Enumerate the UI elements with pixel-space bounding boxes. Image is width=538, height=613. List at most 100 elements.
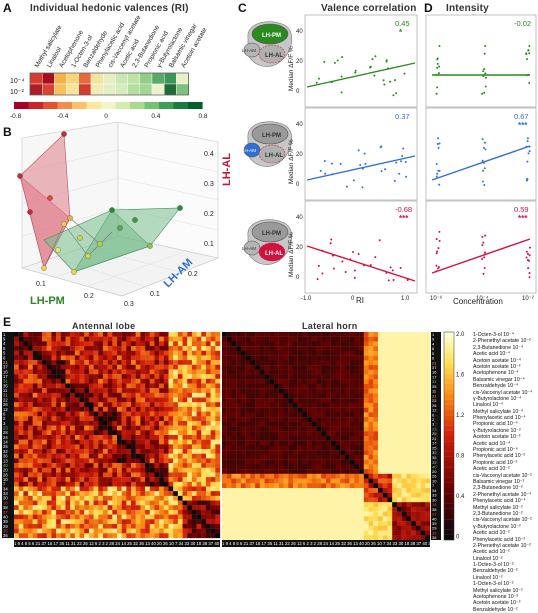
heat-cell	[126, 449, 132, 454]
heat-cell	[187, 350, 193, 356]
heat-cell	[255, 398, 260, 404]
heat-cell	[32, 453, 38, 459]
heat-cell	[102, 369, 108, 375]
heat-cell	[112, 364, 118, 370]
heat-cell	[14, 463, 19, 468]
heat-cell	[42, 509, 47, 515]
heat-cell	[70, 378, 76, 384]
heat-cell	[292, 459, 298, 465]
heat-cell	[154, 364, 160, 370]
heat-cell	[182, 533, 188, 539]
heat-cell	[149, 383, 155, 389]
heat-cell	[283, 497, 289, 503]
heat-cell	[288, 483, 294, 489]
heat-cell	[159, 420, 164, 426]
heat-cell	[354, 384, 360, 389]
heat-cell	[401, 393, 407, 399]
heat-cell	[112, 486, 118, 492]
odor-list-item: cis-Vaccenyl acetate 10⁻²	[473, 472, 532, 479]
heat-cell	[415, 511, 421, 517]
heat-cell	[65, 505, 71, 511]
heat-cell	[201, 332, 207, 337]
heat-cell	[23, 477, 29, 482]
heat-cell	[401, 388, 407, 394]
heat-cell	[307, 417, 312, 422]
heat-cell	[163, 430, 169, 436]
heat-cell	[236, 350, 242, 356]
heat-cell	[51, 364, 57, 370]
heat-cell	[159, 406, 164, 412]
heat-cell	[259, 483, 265, 489]
heat-cell	[42, 425, 47, 431]
heat-cell	[145, 495, 150, 501]
heat-cell	[93, 458, 99, 464]
heat-cell	[168, 500, 174, 506]
heat-cell	[205, 369, 211, 375]
heat-cell	[420, 398, 426, 404]
heat-cell	[46, 369, 52, 375]
heat-cell	[191, 378, 197, 384]
heat-cell	[297, 511, 303, 517]
heat-cell	[201, 505, 207, 511]
heat-cell	[28, 336, 33, 342]
row-index: 32	[3, 449, 8, 454]
heat-cell	[359, 473, 364, 479]
heat-cell	[311, 459, 317, 465]
heat-cell	[363, 407, 369, 413]
heat-cell	[330, 506, 336, 512]
heat-cell	[84, 491, 90, 497]
heat-cell	[51, 463, 57, 468]
heat-cell	[163, 355, 169, 361]
heat-cell	[307, 488, 312, 493]
heat-cell	[112, 523, 118, 529]
heat-cell	[196, 420, 202, 426]
heat-cell	[354, 488, 360, 493]
heat-cell	[330, 426, 336, 432]
heat-cell	[32, 491, 38, 497]
heat-cell	[396, 436, 402, 441]
heat-cell	[231, 332, 237, 337]
heat-cell	[201, 491, 207, 497]
heat-cell	[102, 430, 108, 436]
heat-cell	[159, 495, 164, 501]
heat-cell	[173, 430, 179, 436]
heat-cell	[42, 332, 47, 337]
heat-cell	[340, 530, 346, 536]
heat-cell	[250, 417, 256, 422]
heat-cell	[274, 525, 279, 531]
colorbar-e-segment	[444, 508, 454, 515]
scatter-point	[403, 72, 406, 75]
heat-cell	[387, 521, 393, 526]
heat-cell	[373, 483, 379, 489]
heat-cell	[84, 402, 90, 408]
heat-cell	[222, 402, 227, 408]
heat-cell	[149, 505, 155, 511]
x-tick: 10⁻⁴	[476, 295, 489, 302]
heat-cell	[74, 435, 80, 440]
heat-cell	[154, 467, 160, 473]
heat-cell	[335, 511, 341, 517]
heat-cell	[297, 336, 303, 342]
row-label-1: 10⁻⁴	[10, 78, 25, 85]
heat-cell	[131, 444, 136, 450]
heat-cell	[330, 417, 336, 422]
heat-cell	[131, 369, 136, 375]
heat-cell	[159, 463, 164, 468]
scatter-point	[405, 175, 408, 178]
scatter-point	[483, 52, 486, 55]
heat-cell	[264, 516, 270, 522]
heat-cell	[373, 506, 379, 512]
heat-cell	[359, 379, 364, 385]
heat-cell	[215, 481, 221, 487]
heat-cell	[240, 459, 246, 465]
heat-cell	[274, 384, 279, 389]
heat-cell	[321, 445, 327, 451]
heat-cell	[264, 483, 270, 489]
heat-cell	[168, 463, 174, 468]
heat-cell	[74, 509, 80, 515]
heat-cell	[344, 502, 350, 508]
heat-cell	[274, 407, 279, 413]
heat-cell	[51, 523, 57, 529]
heat-cell	[127, 83, 140, 96]
scatter-point	[438, 142, 441, 145]
